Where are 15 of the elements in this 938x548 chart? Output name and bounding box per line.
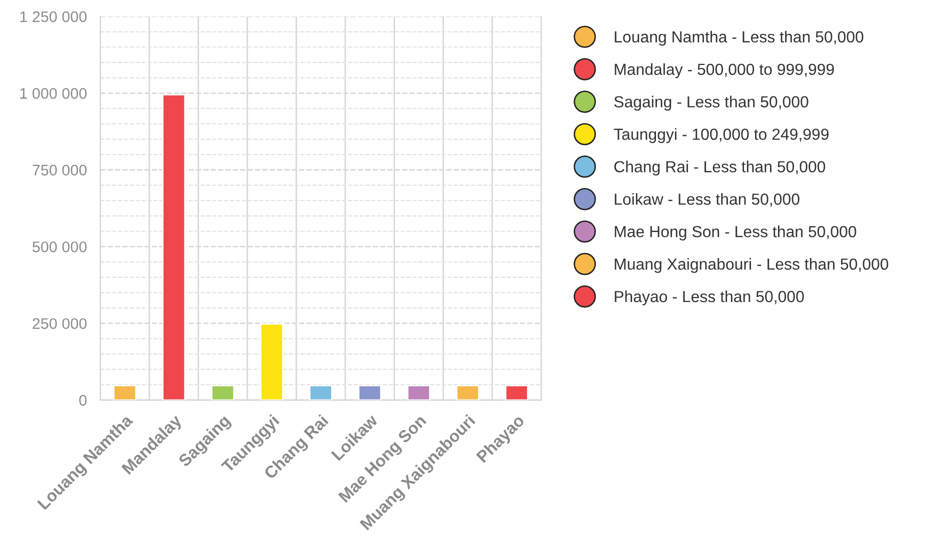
- legend-label: Mandalay - 500,000 to 999,999: [614, 63, 834, 78]
- legend-label: Mae Hong Son - Less than 50,000: [614, 226, 856, 240]
- y-tick-label: 1 250 000: [20, 11, 87, 22]
- legend-label: Loikaw - Less than 50,000: [614, 193, 800, 207]
- y-tick-label: 0: [79, 394, 87, 406]
- y-tick-label: 250 000: [32, 318, 87, 330]
- y-tick-label: 500 000: [32, 241, 87, 252]
- legend-label: Sagaing - Less than 50,000: [614, 96, 808, 111]
- legend-label: Phayao - Less than 50,000: [614, 290, 804, 306]
- legend-label: Chang Rai - Less than 50,000: [614, 160, 826, 176]
- y-tick-label: 1 000 000: [20, 88, 87, 99]
- legend-label: Louang Namtha - Less than 50,000: [614, 30, 864, 46]
- y-tick-label: 750 000: [32, 164, 87, 176]
- legend-label: Taunggyi - 100,000 to 249,999: [614, 128, 829, 144]
- legend-label: Muang Xaignabouri - Less than 50,000: [614, 258, 888, 273]
